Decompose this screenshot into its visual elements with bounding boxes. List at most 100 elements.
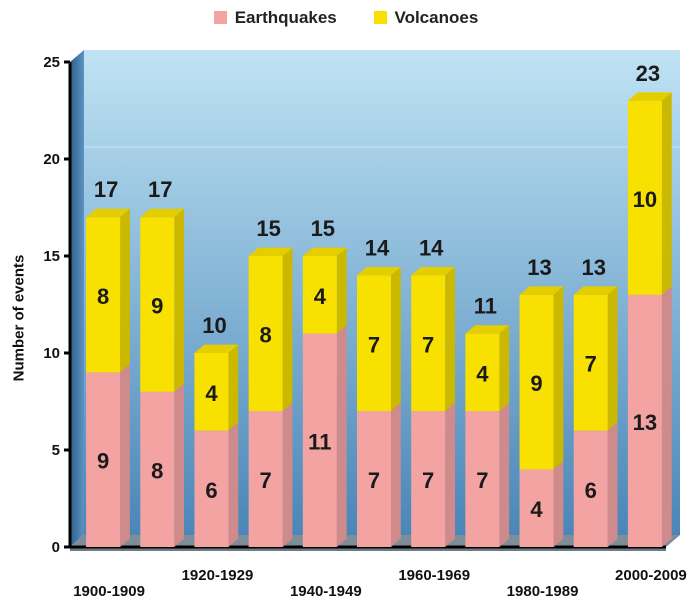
bar-earthquakes-side: [607, 422, 618, 547]
bar-top-face: [519, 286, 564, 295]
data-label-volcanoes: 8: [97, 284, 109, 309]
bar-volcanoes: [411, 275, 446, 412]
bar-top-face: [411, 267, 455, 276]
bar-earthquakes: [86, 372, 121, 547]
bar-volcanoes-side: [174, 208, 185, 392]
bar-top-face: [194, 344, 239, 353]
data-label-volcanoes: 4: [314, 284, 327, 309]
data-label-earthquakes: 7: [476, 468, 488, 493]
data-label-earthquakes: 7: [260, 468, 272, 493]
x-tick-label: 1980-1989: [507, 583, 579, 600]
data-label-volcanoes: 4: [476, 361, 489, 386]
bar-volcanoes-side: [282, 247, 293, 412]
data-label-volcanoes: 7: [422, 332, 434, 357]
bar-volcanoes: [627, 100, 662, 295]
legend-label-earthquakes: Earthquakes: [234, 8, 337, 27]
legend-item-volcanoes: Volcanoes: [373, 8, 479, 28]
data-label-volcanoes: 9: [530, 371, 542, 396]
bar-volcanoes-side: [553, 286, 564, 470]
data-label-total: 15: [256, 216, 280, 241]
bar-top-face: [302, 247, 347, 256]
data-label-volcanoes: 7: [585, 352, 597, 377]
bar-earthquakes-side: [445, 402, 455, 547]
bar-volcanoes-side: [120, 208, 130, 373]
bar-earthquakes: [194, 430, 229, 547]
data-label-volcanoes: 7: [368, 332, 380, 357]
bar-earthquakes: [519, 469, 554, 547]
bar-earthquakes-side: [228, 422, 239, 547]
bar-top-face: [86, 208, 130, 218]
data-label-total: 13: [527, 255, 551, 280]
y-tick-label: 20: [43, 151, 60, 168]
legend-label-volcanoes: Volcanoes: [394, 8, 479, 27]
bar-volcanoes-side: [499, 325, 510, 412]
bar-earthquakes: [411, 411, 446, 547]
bar-earthquakes: [248, 411, 283, 547]
y-tick-label: 15: [43, 248, 60, 265]
legend: Earthquakes Volcanoes: [0, 8, 692, 28]
bar-volcanoes: [573, 294, 608, 431]
bar-volcanoes: [140, 217, 175, 392]
bar-top-face: [465, 325, 510, 334]
bar-volcanoes: [248, 256, 283, 412]
x-tick-label: 2000-2009: [615, 567, 687, 584]
legend-swatch-earthquakes: [213, 11, 227, 24]
bar-volcanoes-side: [336, 247, 347, 334]
data-label-earthquakes: 9: [97, 449, 109, 474]
bar-volcanoes: [86, 217, 121, 373]
x-tick-label: 1940-1949: [290, 583, 362, 600]
x-tick-label: 1960-1969: [398, 567, 470, 584]
legend-item-earthquakes: Earthquakes: [213, 8, 337, 28]
data-label-earthquakes: 7: [368, 468, 380, 493]
bar-earthquakes: [573, 430, 608, 547]
x-tick-label: 1920-1929: [182, 567, 254, 584]
bar-earthquakes: [357, 411, 391, 547]
bar-volcanoes: [194, 353, 229, 431]
data-label-volcanoes: 4: [205, 381, 218, 406]
bar-top-face: [357, 267, 401, 276]
bar-top-face: [573, 286, 618, 295]
bar-volcanoes: [357, 275, 391, 412]
plot-side-wall: [70, 50, 84, 547]
bar-earthquakes: [627, 294, 662, 547]
bar-earthquakes-side: [120, 364, 130, 547]
data-label-total: 14: [419, 235, 444, 260]
data-label-earthquakes: 6: [205, 478, 217, 503]
data-label-total: 14: [365, 235, 390, 260]
y-tick-label: 5: [52, 442, 60, 459]
data-label-total: 17: [94, 177, 118, 202]
bar-volcanoes: [465, 333, 500, 412]
bar-top-face: [627, 92, 672, 101]
bar-volcanoes-side: [661, 92, 672, 295]
data-label-total: 23: [636, 61, 660, 86]
bar-earthquakes-side: [174, 383, 185, 547]
data-label-total: 10: [202, 313, 226, 338]
data-label-earthquakes: 11: [308, 429, 331, 454]
data-label-earthquakes: 6: [585, 478, 597, 503]
bar-earthquakes-side: [499, 402, 510, 547]
y-tick-label: 10: [43, 345, 60, 362]
bar-earthquakes: [465, 411, 500, 547]
bar-earthquakes: [302, 333, 337, 547]
bar-earthquakes-side: [553, 461, 564, 547]
y-tick-label: 25: [43, 54, 60, 71]
bar-earthquakes-side: [336, 325, 347, 547]
data-label-earthquakes: 13: [633, 410, 657, 435]
data-label-earthquakes: 8: [151, 458, 163, 483]
data-label-earthquakes: 7: [422, 468, 434, 493]
bar-earthquakes-side: [282, 402, 293, 547]
x-tick-label: 1900-1909: [73, 583, 145, 600]
data-label-total: 11: [474, 294, 497, 319]
bar-volcanoes: [519, 294, 554, 470]
y-tick-label: 0: [52, 539, 60, 556]
legend-swatch-volcanoes: [373, 11, 387, 24]
bar-top-face: [140, 208, 185, 218]
bar-earthquakes: [140, 391, 175, 547]
bar-volcanoes-side: [445, 267, 455, 412]
bar-earthquakes-side: [391, 402, 401, 547]
bar-top-face: [248, 247, 293, 256]
data-label-volcanoes: 8: [260, 323, 272, 348]
data-label-volcanoes: 10: [633, 187, 657, 212]
bar-volcanoes-side: [391, 267, 401, 412]
